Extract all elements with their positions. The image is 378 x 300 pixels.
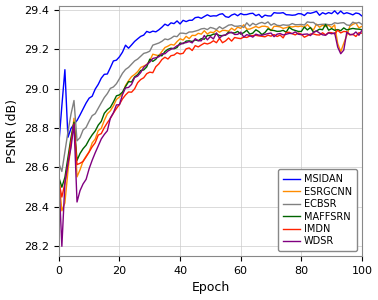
Line: IMDN: IMDN: [59, 30, 362, 197]
MAFFSRN: [323, 22, 328, 26]
MSIDAN: [78, 113, 82, 117]
MAFFSRN: [199, 37, 204, 40]
MAFFSRN: [135, 73, 140, 76]
ECBSR: [81, 128, 85, 132]
WDSR: [135, 74, 140, 78]
ECBSR: [242, 26, 246, 29]
MSIDAN: [196, 15, 201, 19]
MAFFSRN: [287, 26, 291, 29]
IMDN: [57, 179, 61, 183]
IMDN: [242, 35, 246, 39]
ECBSR: [305, 20, 310, 24]
WDSR: [199, 39, 204, 43]
ESRGCNN: [287, 25, 291, 28]
MSIDAN: [284, 13, 288, 16]
ECBSR: [272, 22, 276, 25]
MSIDAN: [360, 14, 364, 18]
X-axis label: Epoch: Epoch: [191, 281, 229, 294]
IMDN: [335, 28, 340, 32]
ECBSR: [199, 27, 204, 31]
IMDN: [60, 195, 64, 199]
MAFFSRN: [242, 31, 246, 34]
Line: ESRGCNN: ESRGCNN: [59, 23, 362, 211]
ESRGCNN: [353, 21, 358, 25]
MAFFSRN: [81, 147, 85, 151]
Line: MAFFSRN: MAFFSRN: [59, 24, 362, 187]
WDSR: [242, 35, 246, 39]
WDSR: [60, 244, 64, 248]
WDSR: [81, 182, 85, 186]
MSIDAN: [239, 12, 243, 15]
ECBSR: [135, 57, 140, 61]
Line: WDSR: WDSR: [59, 30, 362, 246]
Y-axis label: PSNR (dB): PSNR (dB): [6, 99, 19, 163]
WDSR: [287, 32, 291, 35]
Line: MSIDAN: MSIDAN: [59, 11, 362, 144]
MAFFSRN: [272, 29, 276, 32]
MSIDAN: [332, 9, 337, 13]
ESRGCNN: [272, 25, 276, 28]
IMDN: [272, 33, 276, 36]
MSIDAN: [132, 40, 137, 43]
MSIDAN: [57, 142, 61, 146]
MAFFSRN: [60, 185, 64, 189]
MAFFSRN: [360, 28, 364, 31]
Legend: MSIDAN, ESRGCNN, ECBSR, MAFFSRN, IMDN, WDSR: MSIDAN, ESRGCNN, ECBSR, MAFFSRN, IMDN, W…: [278, 169, 357, 251]
ESRGCNN: [199, 32, 204, 36]
ESRGCNN: [360, 25, 364, 28]
ECBSR: [60, 169, 64, 173]
Line: ECBSR: ECBSR: [59, 22, 362, 171]
WDSR: [360, 28, 364, 32]
IMDN: [81, 160, 85, 163]
WDSR: [57, 176, 61, 179]
ESRGCNN: [135, 70, 140, 74]
ECBSR: [57, 162, 61, 165]
MSIDAN: [269, 14, 273, 18]
IMDN: [199, 43, 204, 47]
IMDN: [360, 32, 364, 35]
WDSR: [272, 35, 276, 38]
ESRGCNN: [81, 159, 85, 163]
ESRGCNN: [57, 176, 61, 179]
ECBSR: [360, 22, 364, 26]
ESRGCNN: [60, 209, 64, 213]
IMDN: [287, 31, 291, 34]
ESRGCNN: [242, 23, 246, 27]
MAFFSRN: [57, 176, 61, 179]
IMDN: [135, 81, 140, 85]
ECBSR: [287, 23, 291, 27]
